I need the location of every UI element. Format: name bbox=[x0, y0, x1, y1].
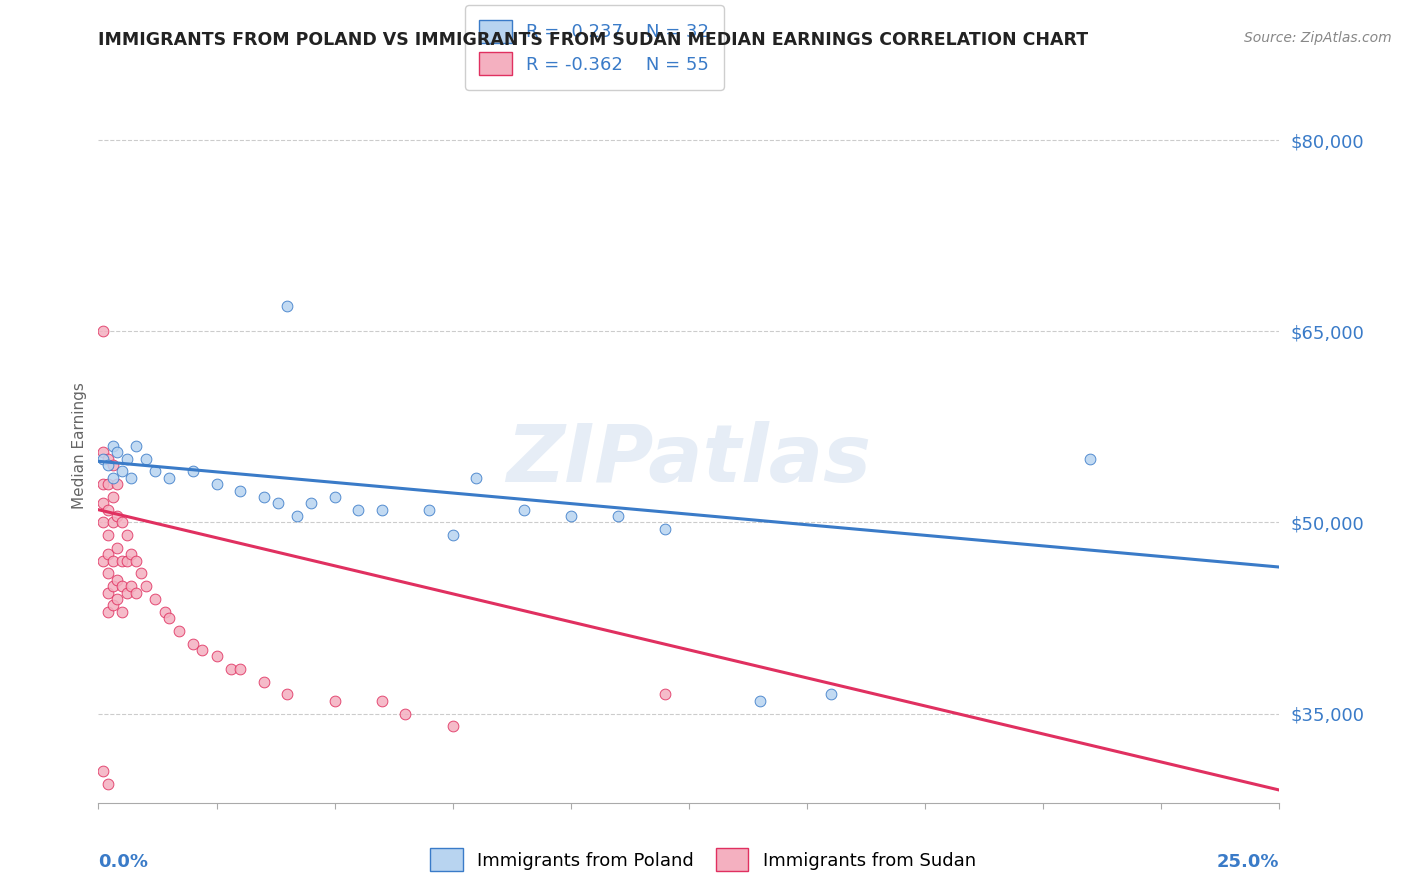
Point bbox=[253, 490, 276, 504]
Point bbox=[276, 688, 298, 702]
Point bbox=[97, 605, 120, 619]
Point bbox=[91, 496, 114, 510]
Point bbox=[115, 528, 138, 542]
Point bbox=[121, 471, 143, 485]
Point bbox=[101, 579, 124, 593]
Text: 25.0%: 25.0% bbox=[1218, 853, 1279, 871]
Text: Source: ZipAtlas.com: Source: ZipAtlas.com bbox=[1244, 31, 1392, 45]
Point bbox=[101, 599, 124, 613]
Point bbox=[191, 643, 214, 657]
Point bbox=[97, 585, 120, 599]
Point bbox=[654, 688, 676, 702]
Point bbox=[111, 554, 134, 568]
Point bbox=[167, 624, 190, 638]
Point bbox=[111, 579, 134, 593]
Point bbox=[105, 573, 128, 587]
Point bbox=[205, 649, 228, 664]
Point bbox=[181, 465, 204, 479]
Point bbox=[105, 541, 128, 555]
Y-axis label: Median Earnings: Median Earnings bbox=[72, 383, 87, 509]
Point bbox=[820, 688, 842, 702]
Point bbox=[115, 554, 138, 568]
Point bbox=[91, 764, 114, 778]
Point bbox=[143, 591, 166, 606]
Point bbox=[441, 528, 464, 542]
Legend: R = -0.237    N = 32, R = -0.362    N = 55: R = -0.237 N = 32, R = -0.362 N = 55 bbox=[465, 5, 724, 90]
Point bbox=[101, 471, 124, 485]
Point bbox=[105, 445, 128, 459]
Point bbox=[205, 477, 228, 491]
Point bbox=[607, 509, 630, 524]
Point bbox=[1080, 451, 1102, 466]
Point bbox=[105, 509, 128, 524]
Point bbox=[97, 458, 120, 472]
Point bbox=[748, 694, 770, 708]
Point bbox=[91, 516, 114, 530]
Point bbox=[97, 502, 120, 516]
Point bbox=[101, 554, 124, 568]
Point bbox=[97, 451, 120, 466]
Point bbox=[153, 605, 176, 619]
Point bbox=[276, 299, 298, 313]
Point bbox=[121, 579, 143, 593]
Point bbox=[97, 547, 120, 561]
Point bbox=[229, 662, 252, 676]
Point bbox=[101, 439, 124, 453]
Point bbox=[97, 528, 120, 542]
Text: 0.0%: 0.0% bbox=[98, 853, 149, 871]
Text: IMMIGRANTS FROM POLAND VS IMMIGRANTS FROM SUDAN MEDIAN EARNINGS CORRELATION CHAR: IMMIGRANTS FROM POLAND VS IMMIGRANTS FRO… bbox=[98, 31, 1088, 49]
Point bbox=[418, 502, 440, 516]
Point bbox=[101, 490, 124, 504]
Point bbox=[441, 719, 464, 733]
Point bbox=[157, 611, 180, 625]
Point bbox=[219, 662, 242, 676]
Point bbox=[121, 547, 143, 561]
Point bbox=[299, 496, 322, 510]
Point bbox=[91, 451, 114, 466]
Point bbox=[371, 694, 394, 708]
Point bbox=[323, 490, 346, 504]
Point bbox=[91, 554, 114, 568]
Point bbox=[97, 566, 120, 581]
Point bbox=[157, 471, 180, 485]
Point bbox=[560, 509, 582, 524]
Point bbox=[135, 451, 157, 466]
Point bbox=[129, 566, 152, 581]
Point bbox=[125, 585, 148, 599]
Point bbox=[371, 502, 394, 516]
Point bbox=[111, 465, 134, 479]
Point bbox=[143, 465, 166, 479]
Point bbox=[253, 674, 276, 689]
Point bbox=[181, 636, 204, 650]
Point bbox=[115, 451, 138, 466]
Point bbox=[91, 445, 114, 459]
Point bbox=[323, 694, 346, 708]
Point bbox=[105, 591, 128, 606]
Point bbox=[101, 458, 124, 472]
Point bbox=[394, 706, 416, 721]
Point bbox=[111, 516, 134, 530]
Legend: Immigrants from Poland, Immigrants from Sudan: Immigrants from Poland, Immigrants from … bbox=[423, 841, 983, 879]
Point bbox=[267, 496, 290, 510]
Point bbox=[97, 477, 120, 491]
Point bbox=[91, 477, 114, 491]
Point bbox=[125, 439, 148, 453]
Point bbox=[91, 324, 114, 338]
Point bbox=[285, 509, 308, 524]
Point bbox=[135, 579, 157, 593]
Point bbox=[125, 554, 148, 568]
Point bbox=[115, 585, 138, 599]
Point bbox=[465, 471, 488, 485]
Point bbox=[105, 477, 128, 491]
Point bbox=[347, 502, 370, 516]
Text: ZIPatlas: ZIPatlas bbox=[506, 421, 872, 500]
Point bbox=[101, 516, 124, 530]
Point bbox=[229, 483, 252, 498]
Point bbox=[111, 605, 134, 619]
Point bbox=[512, 502, 534, 516]
Point bbox=[97, 777, 120, 791]
Point bbox=[654, 522, 676, 536]
